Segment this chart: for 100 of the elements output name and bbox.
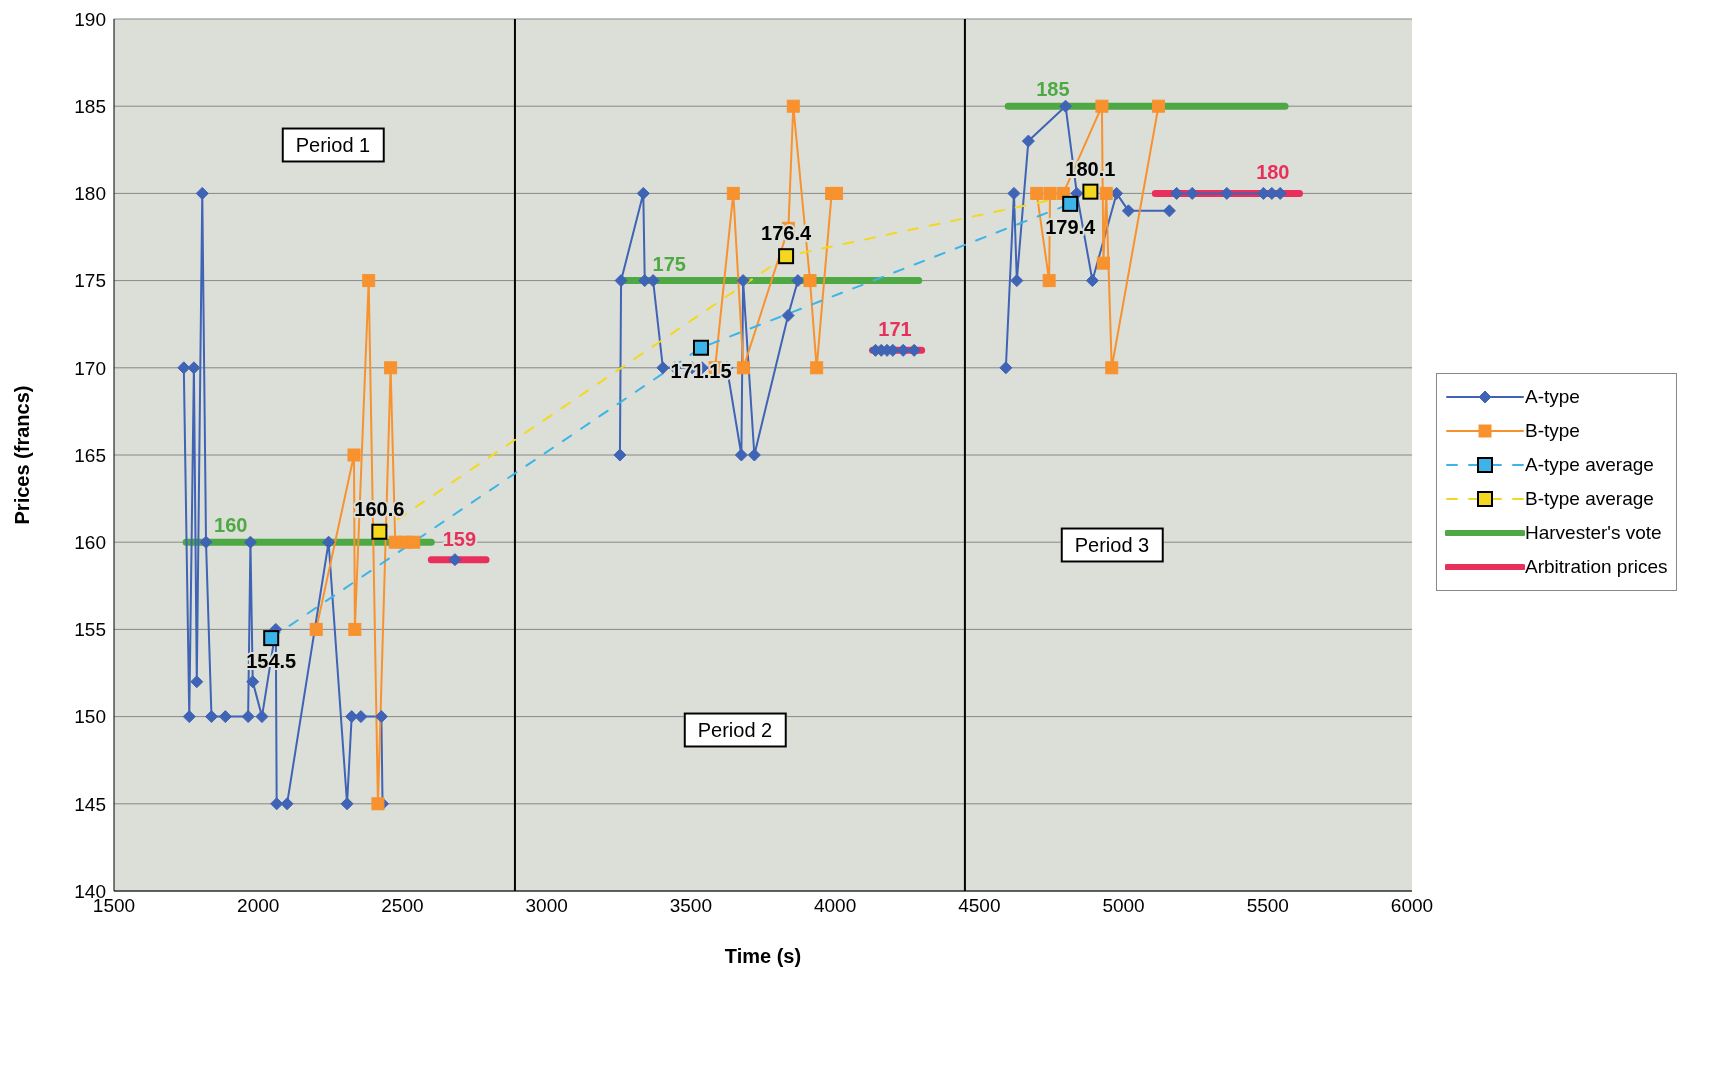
point — [280, 797, 294, 811]
point — [613, 448, 627, 462]
y-tick-label: 165 — [74, 444, 106, 466]
point — [692, 339, 709, 356]
legend-label: B-type average — [1525, 488, 1654, 510]
y-tick-label: 170 — [74, 357, 106, 379]
point — [354, 710, 368, 724]
annotation: Period 3 — [1060, 527, 1164, 563]
point — [195, 186, 209, 200]
y-tick-label: 160 — [74, 531, 106, 553]
point — [241, 710, 255, 724]
legend-label: Arbitration prices — [1525, 556, 1668, 578]
point — [270, 797, 284, 811]
point — [786, 99, 800, 113]
point — [374, 710, 388, 724]
y-tick-label: 150 — [74, 706, 106, 728]
y-tick-label: 185 — [74, 95, 106, 117]
point — [1151, 99, 1165, 113]
point — [1095, 99, 1109, 113]
point — [1110, 186, 1124, 200]
point — [190, 675, 204, 689]
legend-label: B-type — [1525, 420, 1580, 442]
point — [448, 553, 462, 567]
point — [734, 448, 748, 462]
point — [218, 710, 232, 724]
point — [907, 343, 921, 357]
legend-label: Harvester's vote — [1525, 522, 1662, 544]
data-label: 185 — [1036, 78, 1070, 101]
point — [1082, 183, 1099, 200]
legend-label: A-type average — [1525, 454, 1654, 476]
x-tick-label: 3500 — [669, 895, 713, 917]
point — [1220, 186, 1234, 200]
y-axis-title: Prices (francs) — [11, 385, 34, 525]
x-tick-label: 2000 — [237, 895, 280, 917]
point — [656, 361, 670, 375]
point — [1042, 274, 1056, 288]
point — [1170, 186, 1184, 200]
data-label: 160 — [214, 514, 248, 537]
point — [1099, 186, 1113, 200]
point — [362, 274, 376, 288]
point — [747, 448, 761, 462]
x-tick-label: 2500 — [381, 895, 424, 917]
data-label: 175 — [652, 252, 686, 275]
point — [1062, 195, 1079, 212]
point — [896, 343, 910, 357]
point — [1273, 186, 1287, 200]
point — [322, 535, 336, 549]
x-tick-label: 5500 — [1246, 895, 1289, 917]
point — [255, 710, 269, 724]
point — [371, 523, 388, 540]
x-tick-label: 4000 — [813, 895, 857, 917]
y-tick-label: 145 — [74, 793, 106, 815]
point — [348, 622, 362, 636]
point — [246, 675, 260, 689]
point — [309, 622, 323, 636]
point — [345, 710, 359, 724]
point — [1059, 99, 1073, 113]
point — [781, 308, 795, 322]
point — [1085, 274, 1099, 288]
point — [177, 361, 191, 375]
point — [778, 248, 795, 265]
x-tick-label: 5000 — [1102, 895, 1145, 917]
point — [1185, 186, 1199, 200]
point — [384, 361, 398, 375]
data-label: 171.15 — [670, 359, 732, 382]
legend-label: A-type — [1525, 386, 1580, 408]
x-tick-label: 6000 — [1390, 895, 1434, 917]
point — [263, 630, 280, 647]
point — [1010, 274, 1024, 288]
point — [1105, 361, 1119, 375]
x-tick-label: 4500 — [958, 895, 1001, 917]
point — [243, 535, 257, 549]
point — [614, 274, 628, 288]
y-tick-label: 190 — [74, 8, 106, 30]
point — [204, 710, 218, 724]
annotation: Period 1 — [281, 127, 385, 163]
point — [1121, 204, 1135, 218]
x-tick-label: 3000 — [525, 895, 568, 917]
point — [636, 186, 650, 200]
point — [407, 535, 421, 549]
point — [347, 448, 361, 462]
point — [1007, 186, 1021, 200]
y-tick-label: 180 — [74, 183, 106, 205]
point — [1030, 186, 1044, 200]
point — [182, 710, 196, 724]
point — [999, 361, 1013, 375]
point — [199, 535, 213, 549]
point — [736, 361, 750, 375]
point — [803, 274, 817, 288]
point — [830, 186, 844, 200]
point — [1043, 186, 1057, 200]
point — [1162, 204, 1176, 218]
point — [1021, 134, 1035, 148]
annotation: Period 2 — [683, 712, 787, 748]
x-axis-title: Time (s) — [724, 945, 802, 967]
point — [340, 797, 354, 811]
data-label: 159 — [442, 527, 477, 550]
point — [736, 274, 750, 288]
point — [726, 186, 740, 200]
y-tick-label: 175 — [74, 270, 106, 292]
